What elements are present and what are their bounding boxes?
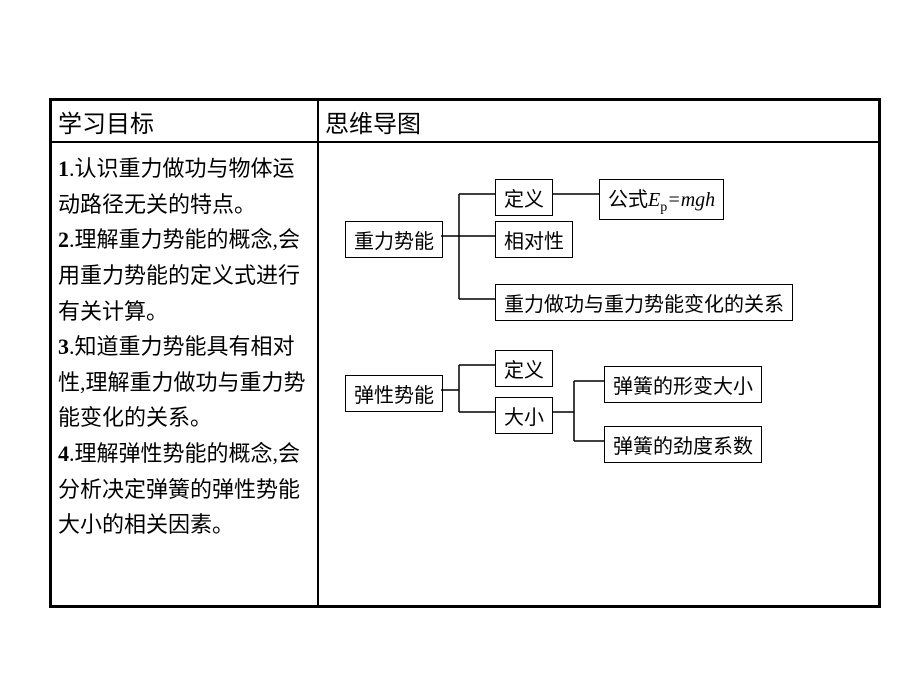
mindmap-area: 重力势能 定义 公式Ep=mgh 相对性 重力做功与重力势能变化的关系 弹性势能…	[319, 143, 878, 605]
header-right-cell: 思维导图	[319, 101, 878, 141]
learning-objectives: 1.认识重力做功与物体运动路径无关的特点。 2.理解重力势能的概念,会用重力势能…	[52, 143, 319, 605]
obj4-num: 4	[58, 441, 69, 466]
obj2-num: 2	[58, 227, 69, 252]
header-row: 学习目标 思维导图	[52, 101, 878, 143]
header-left-cell: 学习目标	[52, 101, 319, 141]
obj1-text: .认识重力做功与物体运动路径无关的特点。	[58, 156, 295, 217]
obj1-num: 1	[58, 156, 69, 181]
obj4-text: .理解弹性势能的概念,会分析决定弹簧的弹性势能大小的相关因素。	[58, 441, 300, 537]
obj2-text: .理解重力势能的概念,会用重力势能的定义式进行有关计算。	[58, 227, 300, 323]
obj3-num: 3	[58, 334, 69, 359]
main-table: 学习目标 思维导图 1.认识重力做功与物体运动路径无关的特点。 2.理解重力势能…	[49, 98, 881, 608]
obj3-text: .知道重力势能具有相对性,理解重力做功与重力势能变化的关系。	[58, 334, 306, 430]
body-row: 1.认识重力做功与物体运动路径无关的特点。 2.理解重力势能的概念,会用重力势能…	[52, 143, 878, 605]
epe-bracket	[319, 143, 879, 483]
